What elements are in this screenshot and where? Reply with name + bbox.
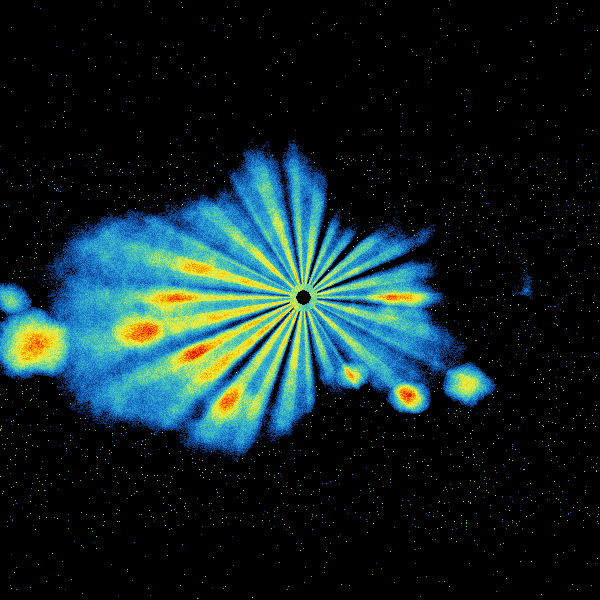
radar-reflectivity-heatmap xyxy=(0,0,600,600)
radar-display xyxy=(0,0,600,600)
